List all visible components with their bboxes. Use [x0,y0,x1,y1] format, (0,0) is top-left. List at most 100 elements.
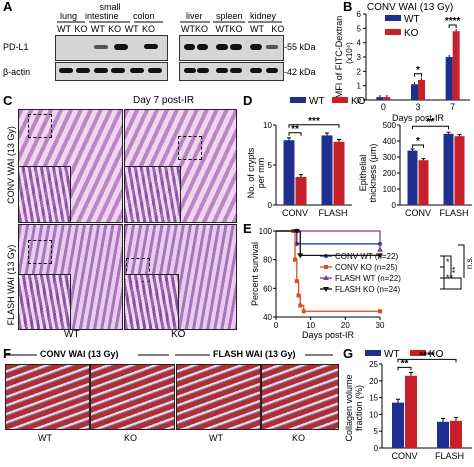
chart-e: 40 60 80 100 0 10 20 30 Percent survival Days pos… [250,227,474,340]
chart-e-sig-label: n.s. [465,256,474,269]
chart-b-ytick-label: 2 [357,67,362,76]
chart-b-xlabel: Days post-IR [392,113,445,123]
panel-f-label-1: WT [38,433,52,443]
chart-g-ytick-label: 20 [369,377,378,386]
chart-d-right-xtick-label: FLASH [439,208,468,218]
chart-g-xtick-label: CONV [391,451,417,461]
chart-e-legend-label: CONV KO (n=25) [335,263,398,272]
blot-pdl1-right [179,35,284,61]
panel-c-col-wt: WT [64,329,80,340]
mw-label-actin: -42 kDa [284,67,316,77]
chart-g: WT KO Collagen volume fraction (%) 0 5 10 15 20 2… [344,349,472,461]
panel-label-d: D [243,93,253,108]
chart-d-legend-swatch-wt [290,97,306,103]
chart-e-xtick-label: 20 [341,321,350,330]
chart-d-right-ytick-label: 0 [392,201,397,210]
genotype-row-right: WTKO WTKO WT KO [181,24,285,34]
panel-label-e: E [243,221,252,236]
chart-d-legend-swatch-ko [332,97,348,103]
row-label-pdl1: PD-L1 [3,42,29,52]
chart-e-line-series-3 [276,230,380,257]
chart-g-legend-swatch-wt [365,350,381,356]
chart-d-left-bar-wt [283,140,295,205]
chart-g-bar-wt [437,421,449,448]
chart-e-xlabel: Days post-IR [302,330,355,340]
tissue-group-lines [57,21,282,23]
tissue-label-lung: lung [60,11,78,21]
panel-label-c: C [3,93,13,108]
chart-e-ytick-label: 80 [263,256,272,265]
chart-e-ytick-label: 100 [259,227,273,236]
chart-b-ytick-label: 3 [357,53,362,62]
chart-d-legend-label-ko: KO [351,96,366,107]
chart-e-ytick-label: 60 [263,284,272,293]
tissue-label-intestine: intestine [85,11,119,21]
chart-b-sig-bracket [414,73,422,77]
chart-b-legend-swatch-ko [385,29,401,35]
panel-label-a: A [3,0,13,14]
chart-g-ytick-label: 25 [369,360,378,369]
zoom-region-conv-wt [28,114,52,138]
blot-actin-right [179,62,284,81]
tissue-label-liver: liver [186,11,203,21]
chart-e-marker [294,241,299,246]
chart-e-legend-marker [323,275,329,280]
panel-f-header-flash: FLASH WAI (13 Gy) [213,349,296,359]
trichrome-flash-ko [261,364,339,430]
zoom-region-conv-ko [178,136,202,160]
chart-d-right-ytick-label: 500 [383,121,397,130]
chart-b-ytick-label: 6 [357,10,362,19]
chart-b-sig-label: **** [445,16,461,27]
chart-d-right-sig-label: ** [427,117,435,128]
chart-e-xtick-label: 10 [306,321,315,330]
chart-d-right-ylabel-2: thickness (μm) [368,144,378,203]
chart-e-legend-label: FLASH KO (n=24) [335,285,400,294]
chart-d-right-ytick-label: 200 [383,169,397,178]
tissue-label-colon: colon [133,11,155,21]
panel-c-row-flash: FLASH WAI (13 Gy) [6,244,16,326]
mw-label-pdl1: -55 kDa [284,42,316,52]
chart-g-bar-ko [450,420,462,448]
chart-d-left-bar-ko [333,141,345,205]
panel-f-label-3: WT [209,433,223,443]
chart-d-right-ylabel-1: Epithelial [358,155,368,192]
inset-flash-ko [124,274,179,330]
row-label-actin: β-actin [3,67,31,77]
tissue-label-spleen: spleen [216,11,243,21]
chart-e-sig-bracket [440,255,445,268]
chart-e-sig-bracket [440,277,462,290]
chart-b-bar-wt [445,57,453,100]
chart-b-bar-wt [411,84,418,100]
chart-e-marker [294,279,299,284]
chart-d-right-sig-bracket [412,125,449,130]
chart-g-ylabel-2: fraction (%) [354,385,364,431]
inset-conv-ko [124,166,181,223]
chart-e-sig-label: * [446,257,450,267]
chart-d-left-sig-label: ** [291,124,299,135]
chart-d-left-sig-label: *** [308,116,320,127]
chart-g-legend-label-ko: KO [429,349,444,360]
chart-b-xtick-label: 0 [381,102,386,112]
blot-actin-left [55,62,168,81]
chart-d-right-ytick-label: 300 [383,153,397,162]
chart-e-marker [301,309,306,314]
chart-b-bar-ko [452,31,460,101]
chart-d-left-ytick-label: 10 [263,121,272,130]
chart-e-line-series-2 [276,230,381,250]
chart-e-xtick-label: 30 [376,321,385,330]
panel-f-header-lines [5,354,333,356]
chart-d-left-xtick-label: FLASH [318,208,347,218]
chart-e-legend-marker [324,265,328,269]
panel-f-label-4: KO [292,433,306,443]
chart-b-sig-bracket [448,24,457,29]
chart-d-legend-label-wt: WT [309,96,325,107]
chart-b-legend-swatch-wt [385,15,401,21]
chart-g-ylabel-1: Collagen volume [344,374,354,441]
chart-d-right-sig-bracket [412,144,424,148]
chart-e-marker [293,257,298,262]
chart-d-left-ylabel-1: No. of crypts [246,147,256,198]
chart-g-xtick-label: FLASH [435,451,464,461]
trichrome-conv-wt [5,364,90,430]
